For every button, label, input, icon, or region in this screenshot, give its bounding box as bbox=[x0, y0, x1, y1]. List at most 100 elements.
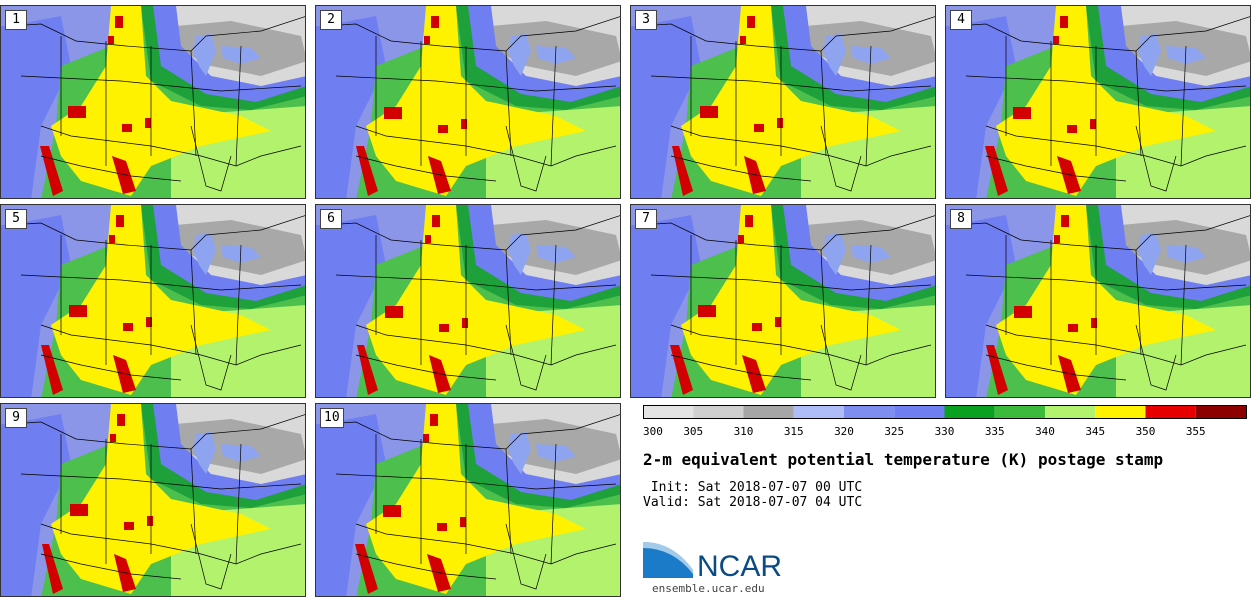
ncar-logo: NCAR bbox=[643, 542, 782, 580]
west-coast-blue bbox=[946, 16, 1016, 198]
map-panel: 4 bbox=[945, 5, 1251, 199]
theta-e-map bbox=[946, 205, 1250, 397]
dark-green-band bbox=[456, 404, 620, 508]
panel-label: 9 bbox=[5, 408, 27, 428]
dark-green-band bbox=[1086, 6, 1250, 110]
colorbar-swatch bbox=[743, 406, 794, 418]
hot-spots bbox=[40, 16, 151, 196]
map-panel: 9 bbox=[0, 403, 306, 597]
colorbar-swatch bbox=[1195, 406, 1246, 418]
great-lakes bbox=[508, 233, 576, 275]
great-lakes bbox=[1138, 34, 1206, 76]
hot-spots bbox=[985, 16, 1096, 196]
theta-e-map bbox=[316, 205, 620, 397]
colorbar-swatch bbox=[844, 406, 895, 418]
west-coast-blue bbox=[631, 16, 701, 198]
colorbar-tick-label: 315 bbox=[784, 425, 804, 438]
colorbar-swatch bbox=[693, 406, 744, 418]
borders bbox=[323, 414, 620, 590]
theta-e-map bbox=[1, 6, 305, 198]
theta-e-map bbox=[316, 6, 620, 198]
dark-green-band bbox=[771, 205, 935, 309]
dark-green-band bbox=[456, 205, 620, 309]
map-panel: 1 bbox=[0, 5, 306, 199]
west-coast-blue bbox=[1, 215, 71, 397]
colorbar-tick-label: 345 bbox=[1085, 425, 1105, 438]
dark-green-band bbox=[771, 6, 935, 110]
colorbar-swatch bbox=[1045, 406, 1096, 418]
colorbar-tick-label: 310 bbox=[734, 425, 754, 438]
theta-e-map bbox=[1, 205, 305, 397]
colorbar-swatch bbox=[793, 406, 844, 418]
panel-label: 2 bbox=[320, 10, 342, 30]
west-coast-blue bbox=[1, 16, 71, 198]
ncar-logo-text: NCAR bbox=[697, 550, 782, 580]
great-lakes bbox=[508, 432, 576, 474]
colorbar-swatch bbox=[1145, 406, 1196, 418]
borders bbox=[953, 16, 1250, 192]
panel-label: 6 bbox=[320, 209, 342, 229]
great-lakes bbox=[193, 34, 261, 76]
ncar-logo-swoosh bbox=[643, 542, 693, 578]
map-panel: 10 bbox=[315, 403, 621, 597]
theta-e-map bbox=[631, 205, 935, 397]
map-panel: 3 bbox=[630, 5, 936, 199]
panel-label: 1 bbox=[5, 10, 27, 30]
great-lakes bbox=[823, 34, 891, 76]
great-lakes bbox=[508, 34, 576, 76]
dark-green-band bbox=[141, 205, 305, 309]
map-panel: 7 bbox=[630, 204, 936, 398]
west-coast-blue bbox=[316, 414, 386, 596]
theta-e-map bbox=[946, 6, 1250, 198]
map-panel: 8 bbox=[945, 204, 1251, 398]
colorbar-swatch bbox=[643, 406, 694, 418]
hot-spots bbox=[355, 414, 466, 594]
colorbar-tick-label: 350 bbox=[1136, 425, 1156, 438]
colorbar-swatch bbox=[1095, 406, 1146, 418]
ncar-url: ensemble.ucar.edu bbox=[652, 582, 765, 595]
colorbar: 300 305 310 315 320 325 330 335 340 345 350 355 bbox=[643, 405, 1247, 438]
map-panel: 2 bbox=[315, 5, 621, 199]
dark-green-band bbox=[456, 6, 620, 110]
colorbar-frame bbox=[643, 405, 1247, 419]
dark-green-band bbox=[141, 6, 305, 110]
colorbar-tick-label: 305 bbox=[683, 425, 703, 438]
dark-green-band bbox=[1086, 205, 1250, 309]
colorbar-tick-label: 355 bbox=[1186, 425, 1206, 438]
borders bbox=[8, 414, 305, 590]
borders bbox=[323, 16, 620, 192]
plot-title: 2-m equivalent potential temperature (K)… bbox=[643, 450, 1164, 469]
dark-green-band bbox=[141, 404, 305, 508]
theta-e-map bbox=[316, 404, 620, 596]
panel-label: 4 bbox=[950, 10, 972, 30]
colorbar-swatch bbox=[944, 406, 995, 418]
colorbar-tick-label: 340 bbox=[1035, 425, 1055, 438]
panel-label: 7 bbox=[635, 209, 657, 229]
great-lakes bbox=[193, 233, 261, 275]
west-coast-blue bbox=[946, 215, 1016, 397]
great-lakes bbox=[1138, 233, 1206, 275]
colorbar-tick-label: 325 bbox=[884, 425, 904, 438]
west-coast-blue bbox=[316, 215, 386, 397]
colorbar-tick-label: 330 bbox=[935, 425, 955, 438]
borders bbox=[8, 16, 305, 192]
borders bbox=[8, 215, 305, 391]
panel-label: 3 bbox=[635, 10, 657, 30]
panel-label: 10 bbox=[320, 408, 344, 428]
colorbar-tick-label: 320 bbox=[834, 425, 854, 438]
borders bbox=[953, 215, 1250, 391]
panel-label: 8 bbox=[950, 209, 972, 229]
west-coast-blue bbox=[316, 16, 386, 198]
init-time: Init: Sat 2018-07-07 00 UTC bbox=[643, 480, 863, 495]
colorbar-swatch bbox=[994, 406, 1045, 418]
panel-label: 5 bbox=[5, 209, 27, 229]
map-panel: 6 bbox=[315, 204, 621, 398]
theta-e-map bbox=[631, 6, 935, 198]
map-panel: 5 bbox=[0, 204, 306, 398]
valid-time: Valid: Sat 2018-07-07 04 UTC bbox=[643, 495, 863, 510]
colorbar-swatch bbox=[894, 406, 945, 418]
west-coast-blue bbox=[631, 215, 701, 397]
hot-spots bbox=[670, 215, 781, 395]
borders bbox=[638, 16, 935, 192]
borders bbox=[323, 215, 620, 391]
